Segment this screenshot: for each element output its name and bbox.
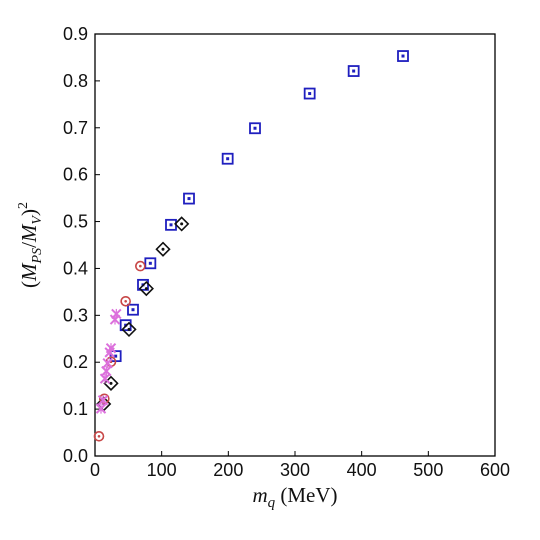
data-point-square-dot: [165, 218, 177, 231]
x-tick-label: 300: [280, 460, 310, 480]
x-tick-label: 600: [480, 460, 510, 480]
y-tick-label: 0.1: [63, 399, 88, 419]
y-tick-label: 0.8: [63, 71, 88, 91]
data-points: [93, 50, 409, 442]
plot-frame: [94, 33, 496, 457]
y-axis-label: (MPS/MV)2: [16, 202, 45, 288]
y-tick-label: 0.9: [63, 24, 88, 44]
data-point-diamond-dot: [155, 241, 171, 257]
data-point-circle-dot: [135, 260, 146, 272]
y-tick-label: 0.4: [63, 258, 88, 278]
data-point-circle-dot: [120, 295, 131, 307]
x-tick-label: 0: [90, 460, 100, 480]
x-tick-label: 500: [413, 460, 443, 480]
y-tick-label: 0.2: [63, 352, 88, 372]
x-axis-label: mq (MeV): [252, 483, 337, 511]
y-tick-label: 0.7: [63, 118, 88, 138]
data-point-square-dot: [183, 192, 195, 205]
data-point-square-dot: [249, 122, 261, 135]
data-point-square-dot: [397, 50, 409, 62]
data-point-square-dot: [144, 257, 157, 270]
x-tick-label: 200: [213, 460, 243, 480]
data-point-cross: [97, 394, 109, 406]
data-point-diamond-dot: [138, 280, 154, 297]
data-point-square-dot: [347, 65, 360, 77]
data-point-square-dot: [221, 152, 234, 165]
y-tick-label: 0.5: [63, 212, 88, 232]
x-tick-label: 400: [347, 460, 377, 480]
data-point-circle-dot: [93, 431, 105, 442]
data-point-cross: [104, 347, 115, 358]
axis-ticks: 0 100 200 300 400 500 600 0.0 0.1 0.2 0.3 0.4 0.5 0.6…: [63, 24, 510, 480]
y-tick-label: 0.0: [63, 446, 88, 466]
y-tick-label: 0.6: [63, 165, 88, 185]
data-point-diamond-dot: [174, 216, 190, 232]
data-point-square-dot: [303, 87, 316, 100]
data-point-cross: [109, 314, 121, 325]
data-point-square-dot: [127, 303, 139, 316]
data-point-cross: [99, 373, 111, 384]
data-point-cross: [95, 403, 107, 414]
y-tick-label: 0.3: [63, 305, 88, 325]
data-point-diamond-dot: [121, 321, 137, 338]
data-point-cross: [102, 357, 113, 369]
x-tick-label: 100: [147, 460, 177, 480]
